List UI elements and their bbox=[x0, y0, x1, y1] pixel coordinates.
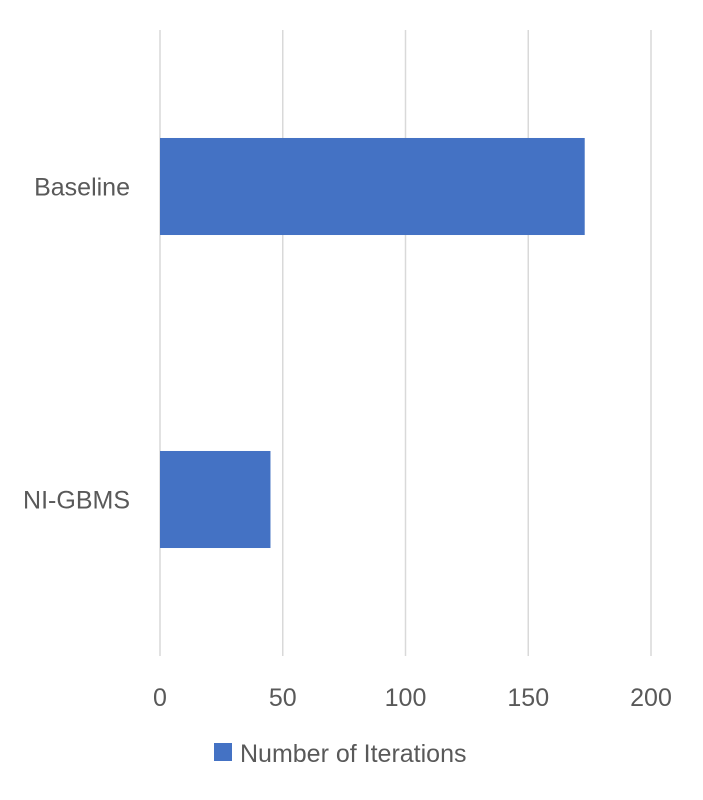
bars bbox=[160, 137, 585, 549]
category-label-baseline: Baseline bbox=[34, 174, 130, 202]
gridlines bbox=[159, 30, 652, 656]
bar-baseline bbox=[160, 137, 585, 236]
x-axis-tick-labels: 0 50 100 150 200 bbox=[153, 684, 672, 712]
x-tick-label-200: 200 bbox=[630, 684, 672, 712]
bar-ni-gbms bbox=[160, 450, 271, 549]
legend-swatch bbox=[214, 743, 232, 761]
legend: Number of Iterations bbox=[214, 740, 467, 768]
x-tick-label-150: 150 bbox=[507, 684, 549, 712]
legend-label: Number of Iterations bbox=[240, 740, 467, 768]
x-tick-label-50: 50 bbox=[269, 684, 297, 712]
category-labels: Baseline NI-GBMS bbox=[23, 174, 130, 515]
category-label-ni-gbms: NI-GBMS bbox=[23, 487, 130, 515]
x-tick-label-0: 0 bbox=[153, 684, 167, 712]
x-tick-label-100: 100 bbox=[385, 684, 427, 712]
